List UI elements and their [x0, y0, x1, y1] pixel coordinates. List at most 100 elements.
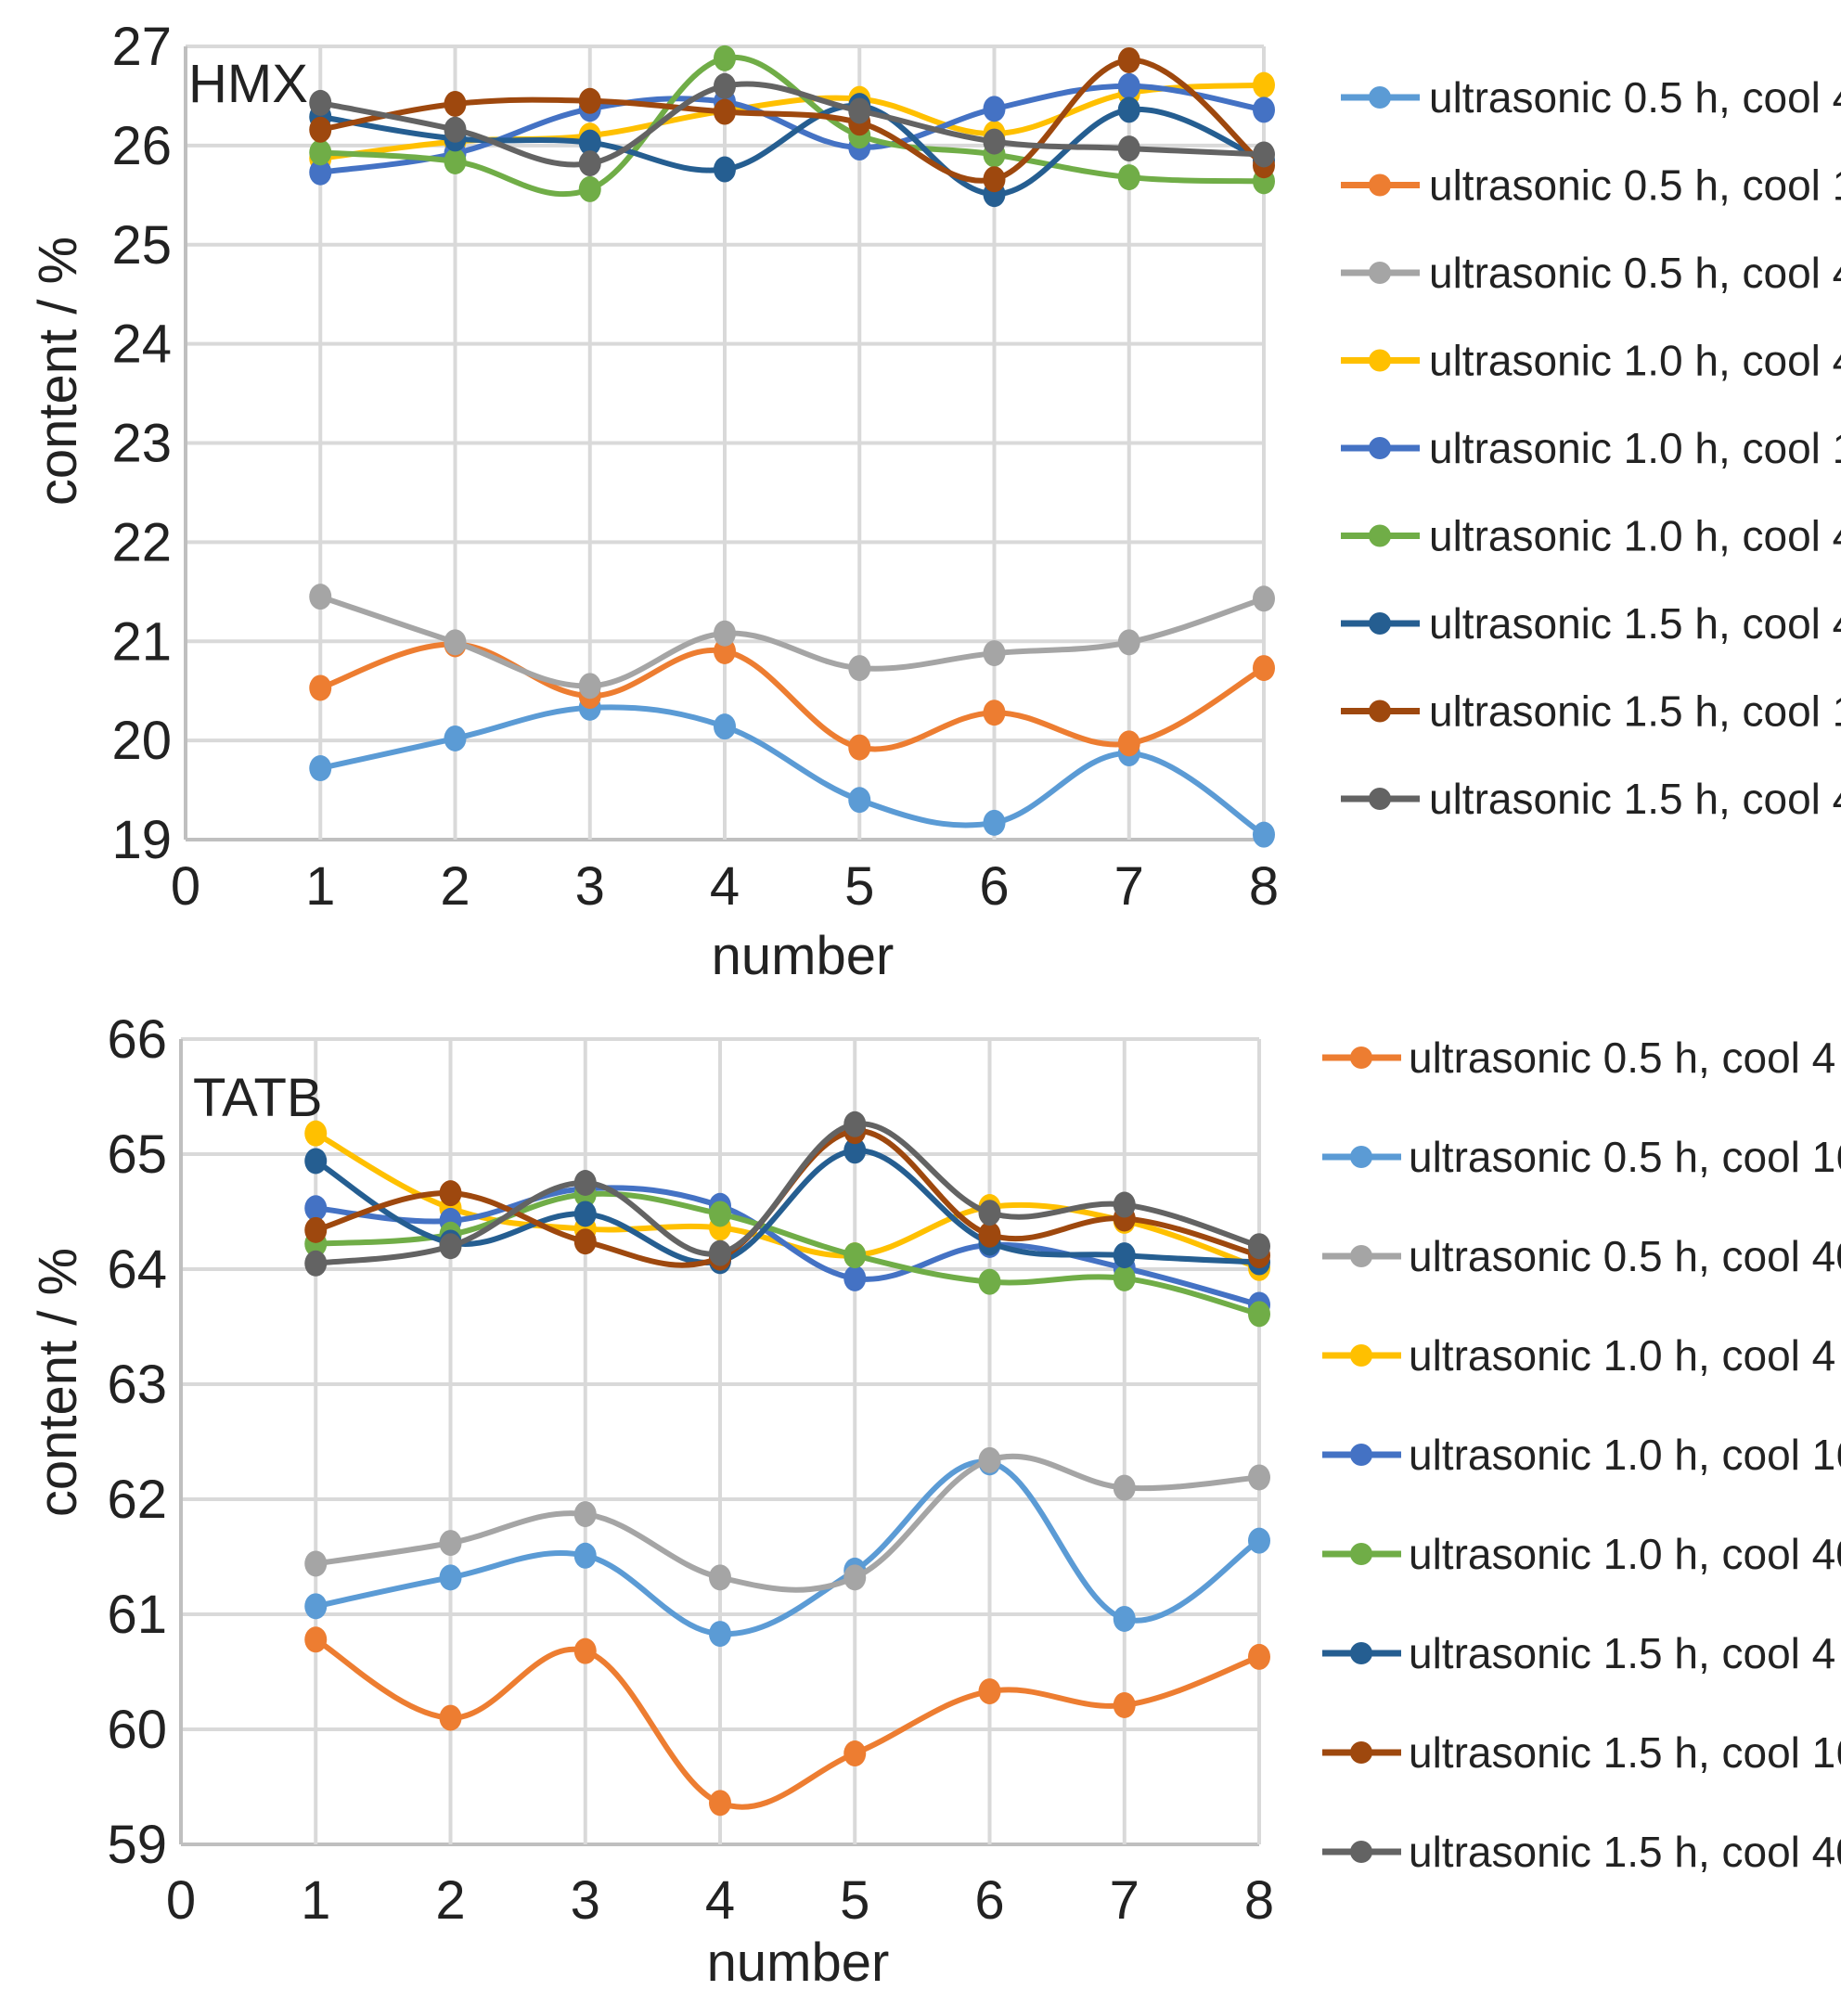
hmx-x-tick-label: 7	[1114, 856, 1144, 917]
hmx-data-point	[1117, 135, 1140, 162]
hmx-series-line	[317, 81, 1267, 168]
hmx-data-point	[983, 96, 1006, 122]
tatb-series-line	[313, 1458, 1262, 1637]
tatb-data-point	[1113, 1691, 1136, 1718]
hmx-data-point	[714, 98, 736, 125]
hmx-data-point	[444, 116, 467, 143]
tatb-data-point	[843, 1740, 867, 1767]
hmx-legend: ultrasonic 0.5 h, cool 4 h ultrasonic 0.5…	[1341, 73, 1841, 823]
hmx-data-point	[1117, 46, 1140, 73]
tatb-legend-label: ultrasonic 1.5 h, cool 4 h	[1409, 1629, 1841, 1677]
hmx-data-point	[1253, 71, 1275, 98]
tatb-y-tick-label: 60	[107, 1700, 167, 1760]
tatb-x-tick-label: 4	[705, 1870, 735, 1931]
hmx-legend-swatch-marker	[1369, 262, 1391, 284]
tatb-data-point	[1248, 1527, 1270, 1554]
tatb-data-point	[843, 1242, 867, 1269]
tatb-legend-label: ultrasonic 0.5 h, cool 40 h	[1409, 1232, 1841, 1280]
hmx-x-tick-label: 2	[440, 856, 470, 917]
tatb-legend-label: ultrasonic 1.5 h, cool 40 h	[1409, 1828, 1841, 1876]
hmx-legend-label: ultrasonic 0.5 h, cool 16 h	[1429, 161, 1841, 210]
hmx-data-point	[848, 655, 871, 682]
hmx-data-point	[309, 139, 332, 166]
tatb-data-point	[709, 1621, 731, 1648]
tatb-data-point	[1113, 1265, 1136, 1291]
hmx-legend-label: ultrasonic 1.0 h, cool 40 h	[1429, 512, 1841, 560]
hmx-y-tick-label: 22	[111, 512, 172, 572]
tatb-x-tick-labels: 0 1 2 3 4 5 6 7 8	[166, 1870, 1274, 1931]
hmx-data-point	[1253, 821, 1275, 848]
tatb-data-point	[978, 1268, 1001, 1295]
hmx-y-tick-label: 27	[111, 17, 172, 77]
tatb-series-lines	[304, 1111, 1270, 1817]
tatb-data-point	[709, 1564, 731, 1591]
tatb-legend-swatch-marker	[1350, 1642, 1372, 1664]
tatb-data-point	[1248, 1301, 1270, 1328]
hmx-data-point	[1253, 585, 1275, 612]
tatb-data-point	[439, 1233, 462, 1260]
hmx-data-point	[714, 72, 736, 99]
tatb-data-point	[1113, 1605, 1136, 1632]
hmx-data-point	[578, 673, 601, 700]
tatb-legend-label: ultrasonic 0.5 h, cool 16 h	[1409, 1133, 1841, 1181]
tatb-data-point	[1248, 1643, 1270, 1670]
hmx-data-point	[309, 674, 332, 701]
hmx-data-point	[309, 584, 332, 610]
hmx-legend-swatch-marker	[1369, 524, 1391, 547]
tatb-data-point	[573, 1201, 597, 1227]
hmx-legend-label: ultrasonic 1.5 h, cool 4 h	[1429, 599, 1841, 648]
hmx-x-tick-label: 4	[710, 856, 740, 917]
hmx-x-tick-labels: 0 1 2 3 4 5 6 7 8	[171, 856, 1279, 917]
tatb-data-point	[573, 1542, 597, 1569]
hmx-y-axis-label: content / %	[28, 237, 88, 506]
hmx-data-point	[714, 637, 736, 664]
hmx-data-point	[983, 809, 1006, 836]
hmx-series-line	[317, 54, 1267, 198]
tatb-data-point	[304, 1120, 328, 1147]
hmx-data-point	[444, 148, 467, 174]
tatb-y-tick-label: 63	[107, 1355, 167, 1415]
hmx-data-point	[444, 629, 467, 656]
tatb-y-tick-label: 66	[107, 1009, 167, 1070]
hmx-x-tick-label: 5	[844, 856, 874, 917]
tatb-data-point	[1113, 1474, 1136, 1501]
tatb-series-line	[313, 1637, 1262, 1810]
tatb-chart-panel: 59 60 61 62 63 64 65 66 0 1 2 3 4 5 6 7 8 TATB number c…	[28, 1009, 1841, 1993]
hmx-y-tick-label: 24	[111, 315, 172, 375]
tatb-y-tick-label: 59	[107, 1815, 167, 1875]
tatb-data-point	[304, 1626, 328, 1653]
tatb-y-tick-label: 61	[107, 1585, 167, 1645]
hmx-y-tick-label: 19	[111, 810, 172, 870]
hmx-data-point	[309, 89, 332, 116]
hmx-x-tick-label: 3	[575, 856, 605, 917]
tatb-x-axis-label: number	[707, 1933, 890, 1993]
tatb-data-point	[439, 1704, 462, 1731]
tatb-series-line	[313, 1148, 1262, 1265]
tatb-data-point	[304, 1593, 328, 1620]
hmx-data-point	[714, 620, 736, 647]
hmx-series-lines	[309, 45, 1275, 848]
tatb-series-line	[313, 1185, 1262, 1308]
hmx-data-point	[983, 640, 1006, 667]
hmx-data-point	[444, 90, 467, 117]
hmx-legend-label: ultrasonic 0.5 h, cool 4 h	[1429, 73, 1841, 122]
tatb-data-point	[439, 1180, 462, 1207]
tatb-data-point	[573, 1501, 597, 1528]
tatb-legend: ultrasonic 0.5 h, cool 4 h ultrasonic 0.5…	[1322, 1034, 1841, 1876]
tatb-x-tick-label: 8	[1244, 1870, 1274, 1931]
tatb-data-point	[843, 1137, 867, 1164]
hmx-data-point	[1117, 96, 1140, 123]
tatb-legend-swatch-marker	[1350, 1543, 1372, 1565]
tatb-data-point	[573, 1637, 597, 1664]
tatb-x-tick-label: 6	[974, 1870, 1004, 1931]
tatb-y-axis-label: content / %	[28, 1248, 88, 1517]
hmx-data-point	[578, 129, 601, 156]
hmx-legend-swatch-marker	[1369, 612, 1391, 635]
tatb-data-point	[304, 1550, 328, 1577]
hmx-data-point	[309, 116, 332, 143]
tatb-data-point	[1113, 1242, 1136, 1269]
tatb-data-point	[709, 1201, 731, 1227]
tatb-y-tick-label: 62	[107, 1470, 167, 1530]
